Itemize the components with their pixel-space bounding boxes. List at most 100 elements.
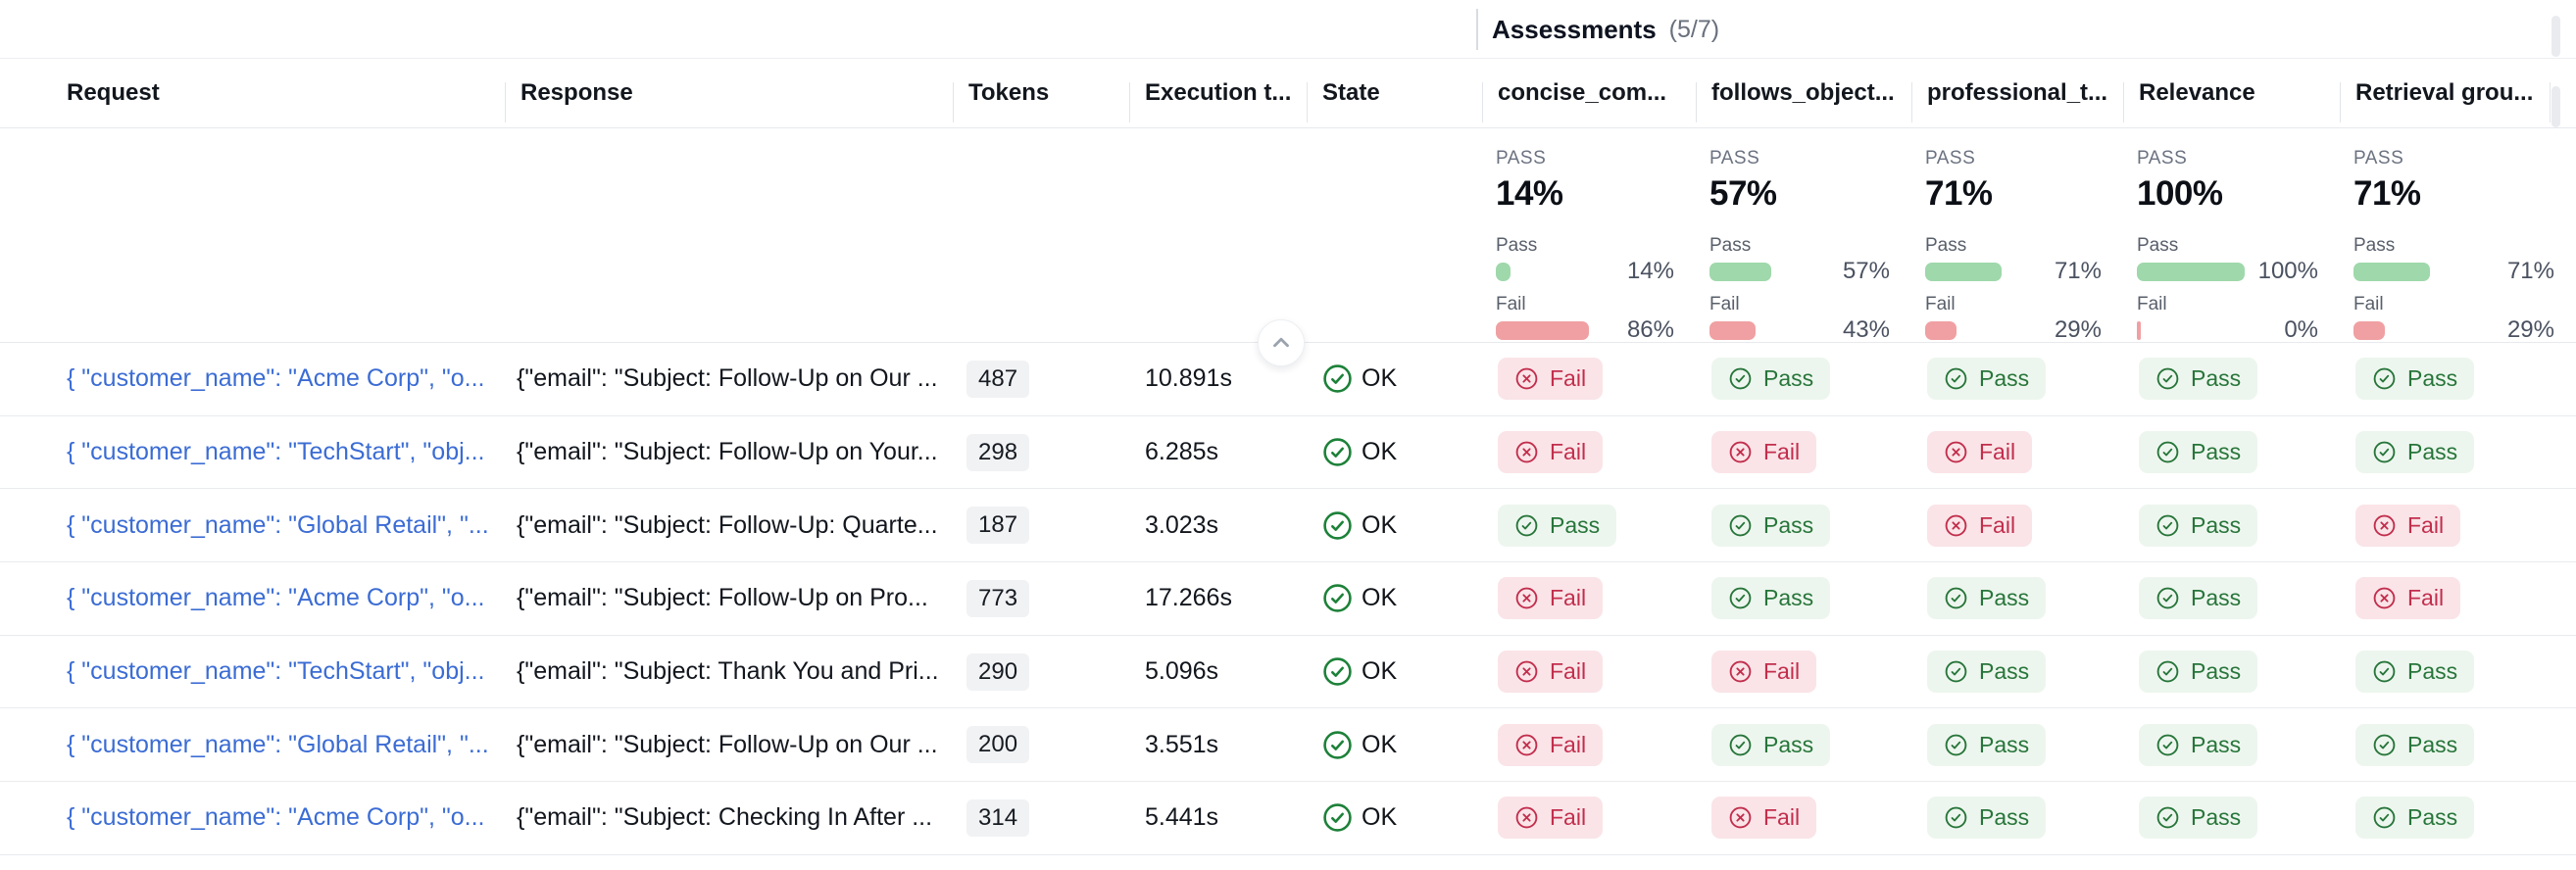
check-circle-icon (1728, 513, 1753, 538)
pass-badge[interactable]: Pass (2139, 431, 2258, 474)
pass-badge[interactable]: Pass (2139, 577, 2258, 620)
fail-badge[interactable]: Fail (1711, 797, 1817, 840)
tokens-badge: 290 (966, 652, 1030, 691)
column-header-professional-tone[interactable]: professional_t... (1911, 59, 2123, 127)
badge-label: Pass (2407, 439, 2458, 465)
scrollbar-thumb[interactable] (2551, 16, 2560, 57)
badge-label: Pass (1763, 731, 1814, 757)
panel-title: Assessments (1492, 14, 1657, 44)
assessment-cell: Fail (1911, 431, 2123, 474)
pass-badge[interactable]: Pass (2355, 651, 2475, 694)
assessment-cell: Pass (2340, 723, 2576, 766)
pass-rate-value: 71% (1925, 174, 1993, 213)
fail-badge[interactable]: Fail (1498, 651, 1604, 694)
column-header-relevance[interactable]: Relevance (2123, 59, 2340, 127)
column-header-follows-objective[interactable]: follows_object... (1696, 59, 1911, 127)
pass-badge[interactable]: Pass (2355, 723, 2475, 766)
request-link[interactable]: { "customer_name": "Acme Corp", "o... (67, 584, 485, 612)
assessment-cell: Fail (1482, 723, 1696, 766)
request-link[interactable]: { "customer_name": "Acme Corp", "o... (67, 364, 485, 393)
x-circle-icon (1514, 366, 1539, 391)
fail-badge[interactable]: Fail (1498, 358, 1604, 401)
response-text[interactable]: {"email": "Subject: Checking In After ..… (517, 803, 933, 832)
response-text[interactable]: {"email": "Subject: Follow-Up on Our ... (517, 364, 938, 393)
request-link[interactable]: { "customer_name": "Acme Corp", "o... (67, 803, 485, 832)
badge-label: Fail (1979, 511, 2016, 538)
check-circle-icon (2372, 733, 2397, 757)
fail-badge[interactable]: Fail (1498, 797, 1604, 840)
pass-badge[interactable]: Pass (2355, 358, 2475, 401)
fail-badge[interactable]: Fail (1927, 431, 2033, 474)
pass-badge[interactable]: Pass (2139, 797, 2258, 840)
pass-caps-label: PASS (2353, 148, 2404, 169)
fail-badge[interactable]: Fail (1711, 431, 1817, 474)
pass-badge[interactable]: Pass (2139, 651, 2258, 694)
fail-badge[interactable]: Fail (1711, 651, 1817, 694)
check-circle-icon (1322, 802, 1353, 833)
pass-badge[interactable]: Pass (1498, 504, 1617, 547)
request-link[interactable]: { "customer_name": "TechStart", "obj... (67, 438, 485, 466)
check-circle-icon (2372, 440, 2397, 464)
column-header-request[interactable]: Request (67, 79, 160, 106)
fail-badge[interactable]: Fail (1927, 504, 2033, 547)
check-circle-icon (1322, 437, 1353, 467)
x-circle-icon (1514, 733, 1539, 757)
response-text[interactable]: {"email": "Subject: Follow-Up on Pro... (517, 584, 928, 612)
badge-label: Fail (1550, 804, 1587, 831)
badge-label: Pass (2191, 511, 2242, 538)
response-text[interactable]: {"email": "Subject: Follow-Up: Quarte... (517, 510, 938, 539)
response-text[interactable]: {"email": "Subject: Follow-Up on Your... (517, 438, 938, 466)
execution-time: 3.023s (1145, 510, 1219, 539)
response-text[interactable]: {"email": "Subject: Follow-Up on Our ... (517, 730, 938, 758)
request-link[interactable]: { "customer_name": "Global Retail", "... (67, 730, 489, 758)
pass-badge[interactable]: Pass (2139, 504, 2258, 547)
check-circle-icon (1322, 656, 1353, 687)
column-header-tokens[interactable]: Tokens (953, 59, 1129, 127)
table-row[interactable]: { "customer_name": "Global Retail", "...… (0, 489, 2576, 563)
badge-label: Pass (1979, 585, 2030, 611)
table-row[interactable]: { "customer_name": "TechStart", "obj... … (0, 636, 2576, 709)
pass-badge[interactable]: Pass (1711, 577, 1831, 620)
pass-badge[interactable]: Pass (1927, 651, 2047, 694)
fail-badge[interactable]: Fail (2355, 577, 2461, 620)
pass-badge[interactable]: Pass (2139, 358, 2258, 401)
column-header-retrieval-groundedness[interactable]: Retrieval grou... (2340, 59, 2576, 127)
fail-distribution-label: Fail (1709, 294, 1740, 314)
fail-badge[interactable]: Fail (2355, 504, 2461, 547)
table-row[interactable]: { "customer_name": "TechStart", "obj... … (0, 416, 2576, 490)
column-header-response[interactable]: Response (505, 59, 953, 127)
scrollbar-thumb[interactable] (2551, 86, 2560, 127)
badge-label: Pass (1979, 658, 2030, 685)
pass-badge[interactable]: Pass (1711, 504, 1831, 547)
badge-label: Pass (2191, 439, 2242, 465)
pass-distribution-bar (1925, 262, 2003, 281)
pass-badge[interactable]: Pass (2355, 431, 2475, 474)
pass-badge[interactable]: Pass (1927, 358, 2047, 401)
pass-badge[interactable]: Pass (1711, 723, 1831, 766)
pass-badge[interactable]: Pass (2355, 797, 2475, 840)
pass-badge[interactable]: Pass (1927, 723, 2047, 766)
column-header-concise-communication[interactable]: concise_com... (1482, 59, 1696, 127)
pass-badge[interactable]: Pass (2139, 723, 2258, 766)
fail-badge[interactable]: Fail (1498, 431, 1604, 474)
table-row[interactable]: { "customer_name": "Acme Corp", "o... {"… (0, 782, 2576, 855)
collapse-summary-button[interactable] (1258, 319, 1305, 366)
tokens-badge: 773 (966, 579, 1030, 617)
request-link[interactable]: { "customer_name": "TechStart", "obj... (67, 657, 485, 686)
column-header-state[interactable]: State (1307, 59, 1482, 127)
badge-label: Fail (1763, 658, 1801, 685)
pass-caps-label: PASS (1925, 148, 1976, 169)
assessment-cell: Fail (2340, 504, 2576, 547)
pass-badge[interactable]: Pass (1711, 358, 1831, 401)
pass-badge[interactable]: Pass (1927, 577, 2047, 620)
table-row[interactable]: { "customer_name": "Global Retail", "...… (0, 708, 2576, 783)
state-cell: OK (1322, 802, 1397, 833)
response-text[interactable]: {"email": "Subject: Thank You and Pri... (517, 657, 939, 686)
fail-badge[interactable]: Fail (1498, 577, 1604, 620)
column-header-execution-time[interactable]: Execution t... (1129, 59, 1307, 127)
table-row[interactable]: { "customer_name": "Acme Corp", "o... {"… (0, 343, 2576, 416)
pass-badge[interactable]: Pass (1927, 797, 2047, 840)
request-link[interactable]: { "customer_name": "Global Retail", "... (67, 510, 489, 539)
fail-badge[interactable]: Fail (1498, 723, 1604, 766)
table-row[interactable]: { "customer_name": "Acme Corp", "o... {"… (0, 562, 2576, 636)
